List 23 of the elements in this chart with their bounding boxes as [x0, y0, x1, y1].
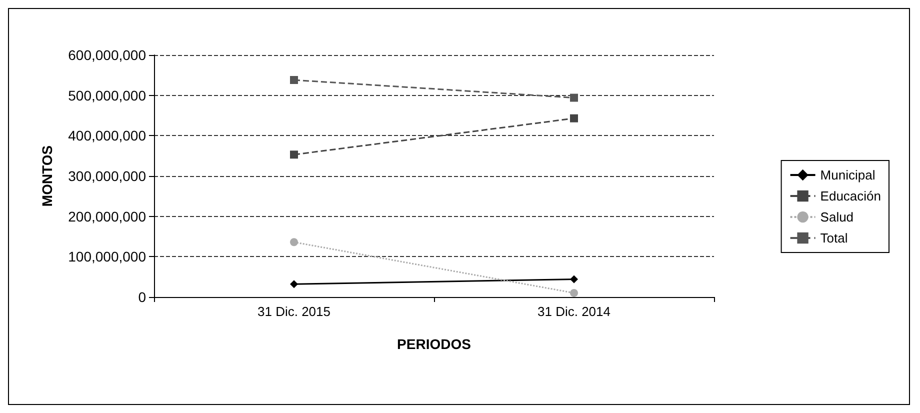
- y-tick-label: 100,000,000: [68, 248, 146, 265]
- legend-label: Total: [820, 230, 848, 246]
- point: [290, 238, 298, 246]
- point: [570, 114, 578, 122]
- y-tick-label: 400,000,000: [68, 128, 146, 144]
- point: [570, 275, 578, 284]
- legend-label: Educación: [820, 188, 882, 204]
- legend-label: Municipal: [820, 168, 876, 182]
- point: [570, 94, 578, 102]
- legend-label: Salud: [820, 210, 854, 224]
- point: [290, 150, 298, 159]
- y-axis-title: MONTOS: [39, 145, 55, 207]
- x-tick-label: 31 Dic. 2014: [538, 304, 610, 319]
- y-tick-label: 0: [138, 289, 146, 305]
- y-tick-label: 500,000,000: [68, 87, 146, 104]
- y-tick-label: 600,000,000: [68, 47, 146, 63]
- point: [290, 280, 298, 288]
- y-tick-label: 300,000,000: [68, 168, 146, 184]
- point: [290, 76, 298, 84]
- x-tick-label: 31 Dic. 2015: [258, 304, 330, 319]
- x-axis-title: PERIODOS: [397, 336, 471, 352]
- point: [570, 288, 578, 297]
- y-tick-label: 200,000,000: [68, 208, 146, 224]
